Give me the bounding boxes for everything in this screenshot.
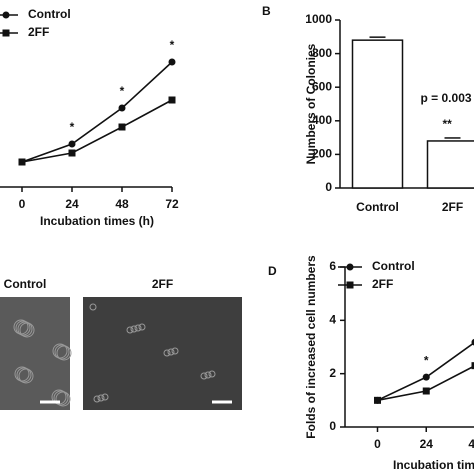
x-tick-label: 2FF — [442, 200, 463, 214]
y-tick-label: 400 — [312, 113, 332, 127]
legend-label: Control — [372, 259, 415, 273]
cell — [53, 390, 69, 406]
point — [118, 104, 126, 112]
annotation: ** — [443, 117, 453, 131]
series-line — [21, 61, 173, 163]
x-tick-label: 0 — [374, 437, 381, 451]
x-axis-label: Incubation times (h) — [40, 214, 154, 228]
y-axis-label: Folds of increased cell numbers — [304, 255, 318, 439]
point — [118, 123, 126, 131]
cell — [93, 395, 101, 403]
x-tick-label: 24 — [65, 197, 79, 211]
x-tick-label: 0 — [19, 197, 26, 211]
x-tick-label: 48 — [468, 437, 474, 451]
y-axis-label: Numbers of Colonies — [304, 43, 318, 164]
series-line — [377, 365, 474, 402]
point — [471, 362, 474, 370]
x-axis-label: Incubation times (h) — [393, 458, 474, 472]
y-tick-label: 0 — [329, 419, 336, 433]
cell — [167, 348, 175, 356]
y-tick-label: 4 — [329, 313, 336, 327]
cell — [138, 323, 146, 331]
cell — [163, 349, 171, 357]
x-tick-label: 24 — [420, 437, 434, 451]
y-tick-label: 1000 — [305, 12, 332, 26]
cell — [18, 368, 34, 384]
cell — [89, 303, 97, 311]
y-tick-label: 600 — [312, 79, 332, 93]
annotation: * — [424, 353, 429, 367]
point — [68, 149, 76, 157]
cell — [126, 326, 134, 334]
series-line — [21, 99, 173, 163]
annotation: * — [170, 38, 175, 52]
y-tick-label: 0 — [325, 180, 332, 194]
cell — [17, 321, 33, 337]
y-tick-label: 200 — [312, 147, 332, 161]
point — [422, 373, 430, 381]
x-tick-label: 72 — [165, 197, 179, 211]
cell — [101, 393, 109, 401]
cell — [15, 320, 31, 336]
bar — [426, 140, 474, 189]
point — [374, 396, 381, 404]
cell — [14, 366, 30, 382]
cell — [52, 343, 68, 359]
x-tick-label: 48 — [115, 197, 129, 211]
cell — [55, 391, 71, 407]
point — [168, 96, 176, 104]
point — [68, 140, 76, 148]
cell — [51, 389, 67, 405]
cell — [130, 325, 138, 333]
point — [2, 29, 10, 37]
point — [471, 338, 474, 346]
annotation: * — [120, 84, 125, 98]
cell — [208, 370, 216, 378]
cell — [204, 371, 212, 379]
y-tick-label: 800 — [312, 46, 332, 60]
cell — [56, 345, 72, 361]
image-label: Control — [4, 277, 47, 291]
cell — [171, 347, 179, 355]
bar — [351, 39, 404, 189]
point — [168, 58, 176, 66]
y-tick-label: 2 — [329, 366, 336, 380]
legend-label: Control — [28, 7, 71, 21]
cell — [13, 319, 29, 335]
x-tick-label: Control — [356, 200, 399, 214]
micrograph — [83, 297, 242, 410]
cell — [97, 394, 105, 402]
legend-label: 2FF — [372, 277, 393, 291]
annotation: * — [70, 120, 75, 134]
point — [346, 281, 354, 289]
cell — [16, 367, 32, 383]
annotation: p = 0.003 — [421, 91, 472, 105]
cell — [134, 324, 142, 332]
legend-label: 2FF — [28, 25, 49, 39]
image-label: 2FF — [152, 277, 173, 291]
panel-label: B — [262, 4, 271, 18]
panel-label: D — [268, 264, 277, 278]
point — [422, 387, 430, 395]
point — [18, 158, 26, 166]
point — [346, 263, 354, 271]
point — [2, 11, 10, 19]
cell — [200, 372, 208, 380]
y-tick-label: 6 — [329, 259, 336, 273]
cell — [54, 344, 70, 360]
